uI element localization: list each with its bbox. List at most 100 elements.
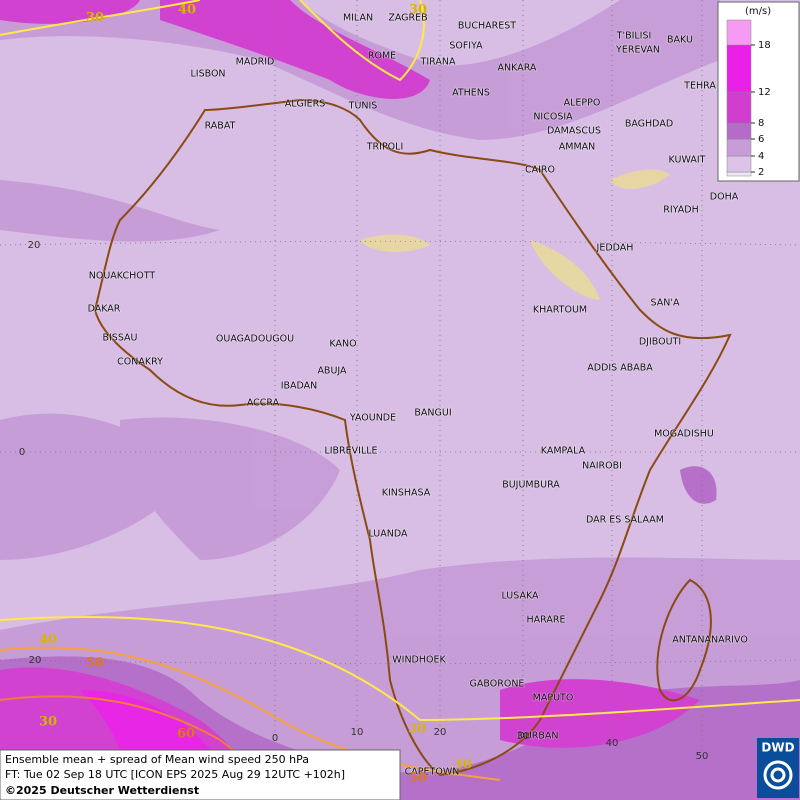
city-label: ADDIS ABABA bbox=[587, 363, 653, 374]
city-label: ALEPPO bbox=[564, 98, 601, 109]
dotted-graticule bbox=[0, 0, 800, 756]
contour-label: 40 bbox=[454, 758, 472, 773]
city-label: DAR ES SALAAM bbox=[586, 515, 664, 526]
city-label: KAMPALA bbox=[541, 446, 586, 457]
city-label: TIRANA bbox=[420, 57, 456, 68]
color-bar: 2 4 6 8 12 18 bbox=[726, 19, 771, 178]
city-label: DAMASCUS bbox=[547, 126, 601, 137]
city-label: MILAN bbox=[343, 13, 373, 24]
city-label: ABUJA bbox=[317, 366, 347, 377]
contour-label: 40 bbox=[39, 633, 57, 648]
city-label: CAPETOWN bbox=[405, 767, 460, 778]
city-label: DAKAR bbox=[88, 304, 121, 315]
tick-label: 12 bbox=[758, 87, 771, 98]
latitude-label: 20 bbox=[28, 240, 41, 251]
city-label: LISBON bbox=[190, 69, 225, 80]
city-label: DJIBOUTI bbox=[639, 337, 681, 348]
color-swatch bbox=[726, 44, 752, 93]
city-label: LIBREVILLE bbox=[324, 446, 377, 457]
city-label: MADRID bbox=[236, 57, 275, 68]
city-label: RABAT bbox=[205, 121, 236, 132]
city-label: LUANDA bbox=[368, 529, 408, 540]
logo: DWD bbox=[757, 738, 799, 798]
city-label: KUWAIT bbox=[669, 155, 706, 166]
city-label: TRIPOLI bbox=[366, 142, 404, 153]
city-label: LUSAKA bbox=[501, 591, 539, 602]
city-label: ROME bbox=[368, 51, 396, 62]
longitude-label: 20 bbox=[434, 727, 447, 738]
city-label: YAOUNDE bbox=[349, 413, 396, 424]
tick-label: 18 bbox=[758, 40, 771, 51]
city-label: ANKARA bbox=[498, 63, 537, 74]
legend-unit: (m/s) bbox=[745, 6, 771, 17]
color-swatch bbox=[726, 138, 752, 157]
logo-swirl bbox=[763, 760, 793, 790]
city-label: JEDDAH bbox=[596, 243, 634, 254]
city-label: DURBAN bbox=[518, 731, 559, 742]
city-label: NAIROBI bbox=[582, 461, 622, 472]
city-label: RIYADH bbox=[663, 205, 698, 216]
city-label: IBADAN bbox=[281, 381, 318, 392]
contour-label: 40 bbox=[178, 3, 196, 18]
city-label: BAKU bbox=[667, 35, 693, 46]
color-swatch bbox=[726, 171, 752, 177]
city-label: BAGHDAD bbox=[625, 119, 673, 130]
city-label: ANTANANARIVO bbox=[672, 635, 748, 646]
logo-text: DWD bbox=[761, 741, 794, 755]
legend: (m/s) 2 4 6 8 12 18 bbox=[717, 1, 800, 182]
city-label: ATHENS bbox=[452, 88, 490, 99]
city-label: CONAKRY bbox=[117, 357, 163, 368]
longitude-label: 10 bbox=[351, 727, 364, 738]
city-label: MOGADISHU bbox=[654, 429, 714, 440]
city-label: DOHA bbox=[710, 192, 739, 203]
city-label: GABORONE bbox=[470, 679, 525, 690]
longitude-label: 30 bbox=[517, 731, 530, 742]
contour-label: 50 bbox=[409, 771, 427, 786]
city-label: MAPUTO bbox=[533, 693, 574, 704]
footer-box bbox=[0, 749, 401, 800]
city-label: YEREVAN bbox=[615, 45, 660, 56]
city-label: WINDHOEK bbox=[392, 655, 446, 666]
city-label: AMMAN bbox=[559, 142, 596, 153]
tick-label: 6 bbox=[758, 134, 764, 145]
contour-label: 30 bbox=[86, 11, 104, 26]
city-label: CAIRO bbox=[525, 165, 555, 176]
logo-swirl bbox=[770, 767, 786, 783]
longitude-label: 0 bbox=[272, 733, 278, 744]
city-label: KINSHASA bbox=[382, 488, 431, 499]
city-label: TUNIS bbox=[348, 101, 378, 112]
city-label: SAN'A bbox=[651, 298, 680, 309]
longitude-label: 40 bbox=[606, 738, 619, 749]
city-label: NOUAKCHOTT bbox=[89, 271, 156, 282]
city-label: T'BILISI bbox=[616, 31, 652, 42]
footer-line: FT: Tue 02 Sep 18 UTC [ICON EPS 2025 Aug… bbox=[5, 768, 345, 781]
latitude-label: 0 bbox=[19, 447, 25, 458]
city-label: KANO bbox=[329, 339, 356, 350]
tick-label: 4 bbox=[758, 151, 764, 162]
city-label: BANGUI bbox=[414, 408, 451, 419]
city-label: ACCRA bbox=[247, 398, 280, 409]
city-label: NICOSIA bbox=[533, 112, 573, 123]
city-label: OUAGADOUGOU bbox=[216, 334, 294, 345]
footer-line: ©2025 Deutscher Wetterdienst bbox=[5, 784, 199, 797]
latitude-label: 20 bbox=[29, 655, 42, 666]
footer-line: Ensemble mean + spread of Mean wind spee… bbox=[5, 753, 309, 766]
contour-label: 50 bbox=[86, 656, 104, 671]
tick-label: 2 bbox=[758, 167, 764, 178]
contour-label: 30 bbox=[409, 3, 427, 18]
color-swatch bbox=[726, 19, 752, 46]
city-label: BISSAU bbox=[102, 333, 137, 344]
tick-label: 8 bbox=[758, 118, 764, 129]
longitude-label: 50 bbox=[696, 751, 709, 762]
color-swatch bbox=[726, 155, 752, 173]
footer: Ensemble mean + spread of Mean wind spee… bbox=[0, 749, 401, 800]
city-label: HARARE bbox=[527, 615, 566, 626]
city-label: TEHRA bbox=[683, 81, 716, 92]
city-label: SOFIYA bbox=[449, 41, 483, 52]
contour-label: 30 bbox=[408, 722, 426, 737]
labels: MILAN ZAGREB BUCHAREST SOFIYA T'BILISI BAKU YE… bbox=[19, 3, 749, 786]
city-label: ZAGREB bbox=[388, 13, 427, 24]
color-swatch bbox=[726, 91, 752, 124]
